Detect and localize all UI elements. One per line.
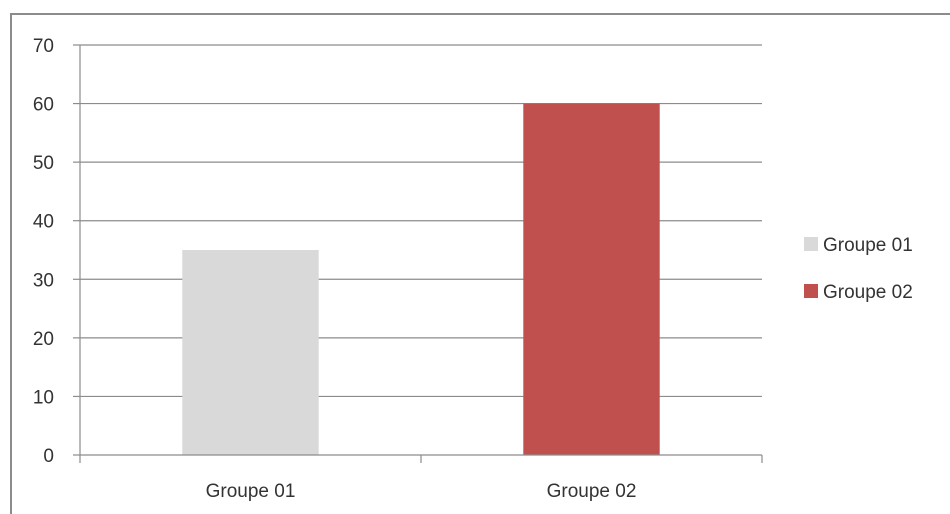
legend-swatch	[804, 237, 818, 251]
bars	[182, 103, 660, 456]
y-tick-label: 70	[33, 36, 54, 57]
y-tick-label: 10	[33, 387, 54, 408]
legend: Groupe 01 Groupe 02	[804, 235, 913, 303]
y-tick-label: 40	[33, 212, 54, 233]
y-tick-label: 20	[33, 329, 54, 350]
y-tick-label: 60	[33, 95, 54, 116]
chart-frame	[10, 13, 950, 514]
x-category-label: Groupe 01	[206, 481, 296, 502]
y-tick-label: 0	[43, 446, 54, 467]
legend-label: Groupe 02	[823, 282, 913, 303]
x-category-label: Groupe 02	[547, 481, 637, 502]
y-tick-label: 50	[33, 153, 54, 174]
axes: 0 10 20 30 40 50 60 70 Groupe 01 Groupe 02	[33, 36, 763, 502]
legend-label: Groupe 01	[823, 235, 913, 256]
legend-swatch	[804, 284, 818, 298]
y-tick-label: 30	[33, 270, 54, 291]
bar-groupe-02	[523, 103, 660, 456]
bar-groupe-01	[182, 250, 319, 455]
